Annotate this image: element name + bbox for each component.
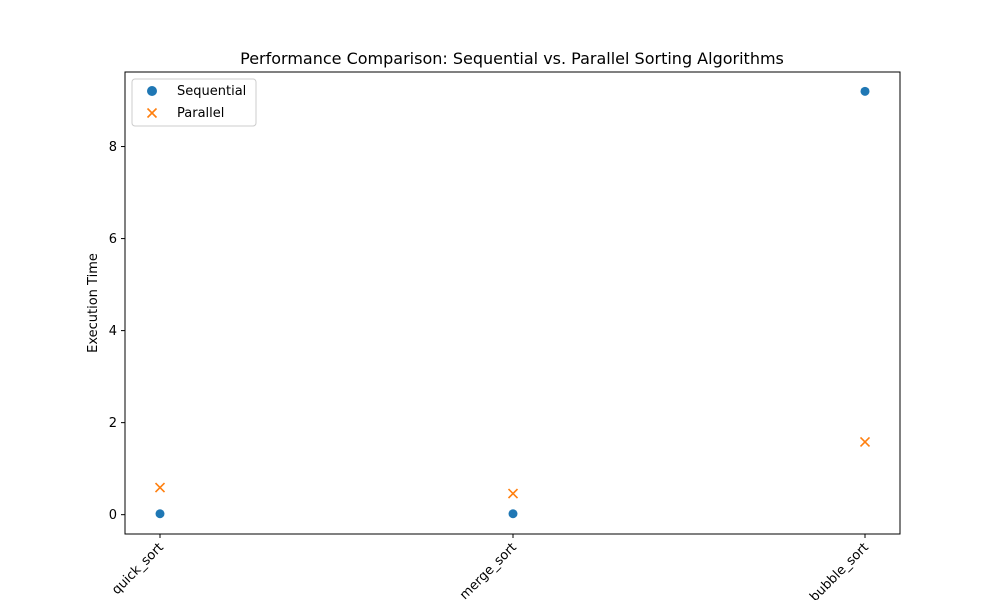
point-sequential <box>860 86 870 96</box>
y-ticks: 0 2 4 6 8 <box>109 140 125 523</box>
y-tick-label: 6 <box>109 232 117 247</box>
plot-frame <box>124 71 901 535</box>
point-parallel <box>859 436 871 448</box>
point-parallel <box>154 482 166 493</box>
x-tick-label: bubble_sort <box>807 540 872 600</box>
y-tick-label: 0 <box>109 508 117 523</box>
legend-marker-parallel <box>146 107 158 119</box>
point-sequential <box>155 509 165 519</box>
y-axis-label: Execution Time <box>86 253 101 353</box>
y-tick-label: 4 <box>109 324 117 339</box>
x-tick-label: quick_sort <box>109 540 167 598</box>
point-parallel <box>507 488 519 499</box>
legend-box <box>131 78 257 127</box>
x-ticks: quick_sort merge_sort bubble_sort <box>109 534 872 600</box>
legend-marker-sequential <box>147 86 157 96</box>
legend: Sequential Parallel <box>131 78 257 127</box>
y-tick-label: 2 <box>109 416 117 431</box>
legend-label-sequential: Sequential <box>177 84 246 99</box>
legend-label-parallel: Parallel <box>177 106 224 121</box>
data-points <box>154 86 871 519</box>
y-tick-label: 8 <box>109 140 117 155</box>
point-sequential <box>508 509 518 519</box>
chart-title: Performance Comparison: Sequential vs. P… <box>240 49 784 68</box>
x-tick-label: merge_sort <box>457 540 520 600</box>
